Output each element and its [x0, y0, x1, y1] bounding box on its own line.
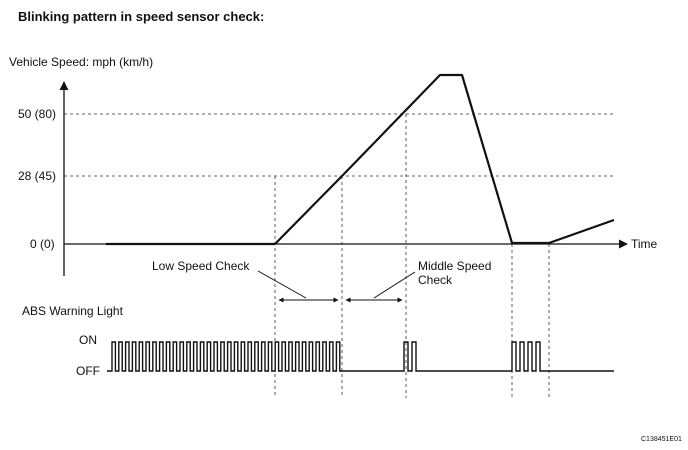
middle-speed-check-label-line2: Check	[418, 273, 453, 287]
low-speed-check-leader	[257, 270, 307, 299]
y-tick-0: 0 (0)	[30, 237, 55, 251]
y-tick-28: 28 (45)	[18, 169, 56, 183]
diagram-title: Blinking pattern in speed sensor check:	[18, 9, 264, 24]
on-level-label: ON	[79, 333, 97, 347]
abs-warning-light-label: ABS Warning Light	[22, 304, 124, 318]
middle-speed-check-leader	[373, 271, 416, 299]
y-tick-50: 50 (80)	[18, 107, 56, 121]
low-speed-check-label: Low Speed Check	[152, 259, 250, 273]
x-axis-label: Time	[631, 237, 658, 251]
vehicle-speed-curve	[106, 73, 615, 246]
figure-code: C138451E01	[641, 436, 682, 443]
off-level-label: OFF	[76, 364, 100, 378]
abs-warning-light-waveform	[107, 341, 614, 372]
middle-speed-check-label-line1: Middle Speed	[418, 259, 491, 273]
y-axis-label: Vehicle Speed: mph (km/h)	[9, 55, 153, 69]
